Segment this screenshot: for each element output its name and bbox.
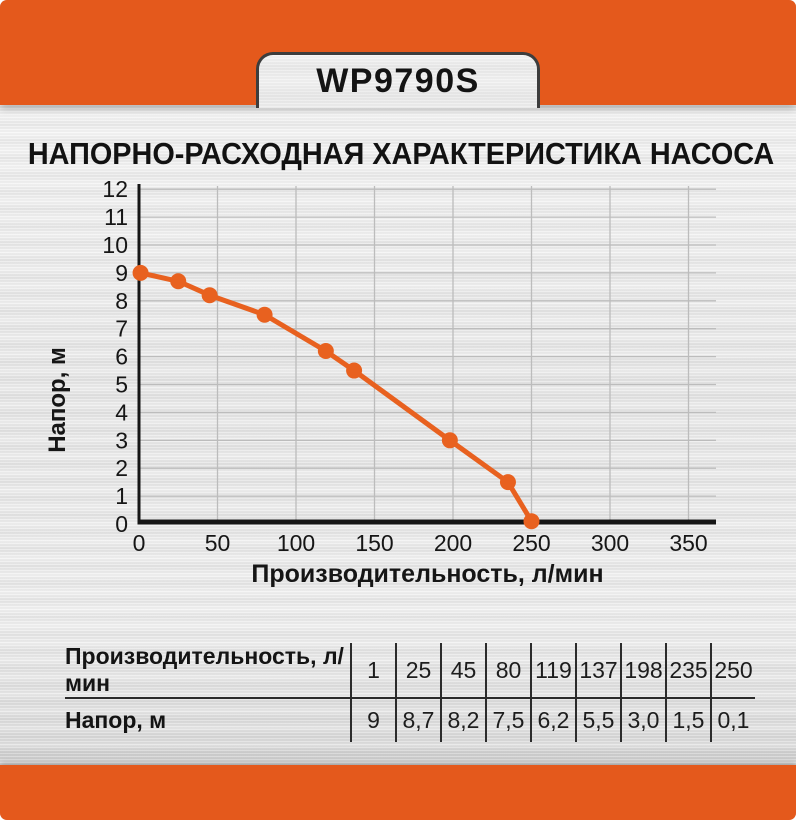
y-tick-label: 2 <box>115 455 128 481</box>
y-tick-label: 0 <box>115 511 128 537</box>
table-value-cell: 8,7 <box>395 697 441 742</box>
x-tick-label: 300 <box>591 530 629 556</box>
y-tick-label: 9 <box>115 260 128 286</box>
table-value-cell: 250 <box>710 643 755 698</box>
y-tick-label: 8 <box>115 288 128 314</box>
head-row: Напор, м 9 8,7 8,2 7,5 6,2 5,5 3,0 1,5 0,1 <box>65 697 755 742</box>
x-tick-label: 350 <box>669 530 707 556</box>
table-value-cell: 3,0 <box>620 697 666 742</box>
page-title: НАПОРНО-РАСХОДНАЯ ХАРАКТЕРИСТИКА НАСОСА <box>27 136 775 171</box>
y-tick-label: 3 <box>115 427 128 453</box>
flow-row: Производительность, л/мин 1 25 45 80 119 137 19… <box>65 643 755 698</box>
x-axis-title: Производительность, л/мин <box>251 560 604 588</box>
table-value-cell: 6,2 <box>530 697 576 742</box>
x-tick-label: 100 <box>277 530 315 556</box>
data-point <box>317 343 334 360</box>
model-name: WP9790S <box>316 62 480 100</box>
table-value-cell: 80 <box>485 643 531 698</box>
data-point <box>132 264 149 281</box>
table-value-cell: 5,5 <box>575 697 621 742</box>
table-value-cell: 45 <box>440 643 486 698</box>
performance-table: Производительность, л/мин 1 25 45 80 119 137 19… <box>65 643 755 742</box>
y-tick-label: 7 <box>115 316 128 342</box>
x-tick-label: 200 <box>434 530 472 556</box>
table-value-cell: 0,1 <box>710 697 755 742</box>
data-point <box>256 306 273 323</box>
table-value-cell: 235 <box>665 643 711 698</box>
table-value-cell: 8,2 <box>440 697 486 742</box>
y-axis-title: Напор, м <box>44 347 71 453</box>
x-tick-label: 50 <box>205 530 231 556</box>
row-label: Напор, м <box>65 697 351 742</box>
data-point <box>170 273 187 290</box>
pump-curve-line <box>138 270 534 524</box>
table-value-cell: 9 <box>350 697 396 742</box>
data-point <box>201 287 218 304</box>
table-value-cell: 119 <box>530 643 576 698</box>
row-label: Производительность, л/мин <box>65 643 344 696</box>
data-point <box>441 432 458 449</box>
table-value-cell: 1 <box>350 643 396 698</box>
y-tick-label: 12 <box>102 176 128 202</box>
data-point <box>499 474 516 491</box>
table-value-cell: 1,5 <box>665 697 711 742</box>
data-point <box>346 362 363 379</box>
table-value-cell: 7,5 <box>485 697 531 742</box>
y-tick-label: 5 <box>115 372 128 398</box>
x-tick-label: 250 <box>512 530 550 556</box>
model-tab: WP9790S <box>256 52 540 108</box>
y-tick-label: 4 <box>115 399 128 425</box>
bottom-orange-band <box>0 765 796 820</box>
table-value-cell: 25 <box>395 643 441 698</box>
y-tick-label: 1 <box>115 483 128 509</box>
x-tick-label: 0 <box>133 530 146 556</box>
performance-table-body: Производительность, л/мин 1 25 45 80 119 137 19… <box>65 643 755 742</box>
y-tick-label: 11 <box>104 204 128 230</box>
y-tick-label: 6 <box>115 344 128 370</box>
y-tick-label: 10 <box>102 232 128 258</box>
table-value-cell: 137 <box>575 643 621 698</box>
table-value-cell: 198 <box>620 643 666 698</box>
data-point <box>523 513 540 530</box>
x-tick-label: 150 <box>355 530 393 556</box>
